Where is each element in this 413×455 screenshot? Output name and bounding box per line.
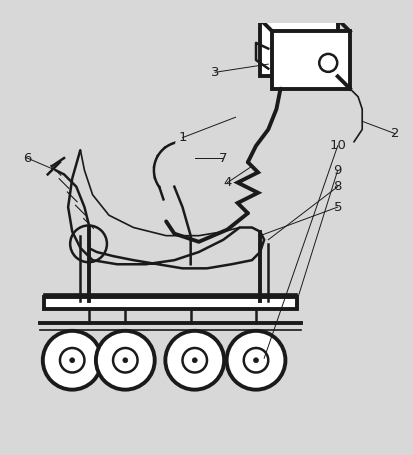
Text: 6: 6 <box>23 152 31 165</box>
Circle shape <box>96 331 154 389</box>
Circle shape <box>243 348 268 373</box>
Text: 1: 1 <box>178 131 186 144</box>
Circle shape <box>70 358 74 363</box>
Bar <box>43 297 296 309</box>
Text: 4: 4 <box>223 176 231 189</box>
Text: 10: 10 <box>328 139 345 152</box>
Polygon shape <box>272 31 349 89</box>
Text: 5: 5 <box>332 201 341 213</box>
Polygon shape <box>259 19 337 76</box>
Circle shape <box>253 358 258 363</box>
Text: 7: 7 <box>218 152 227 165</box>
Text: 3: 3 <box>210 66 219 79</box>
Circle shape <box>113 348 137 373</box>
Text: 9: 9 <box>333 164 341 177</box>
Circle shape <box>192 358 197 363</box>
Bar <box>43 293 296 297</box>
Text: 8: 8 <box>333 180 341 193</box>
Circle shape <box>60 348 84 373</box>
Circle shape <box>43 331 101 389</box>
Circle shape <box>226 331 285 389</box>
Circle shape <box>182 348 206 373</box>
Circle shape <box>165 331 223 389</box>
Text: 2: 2 <box>390 127 398 140</box>
Circle shape <box>123 358 128 363</box>
Circle shape <box>318 54 337 72</box>
